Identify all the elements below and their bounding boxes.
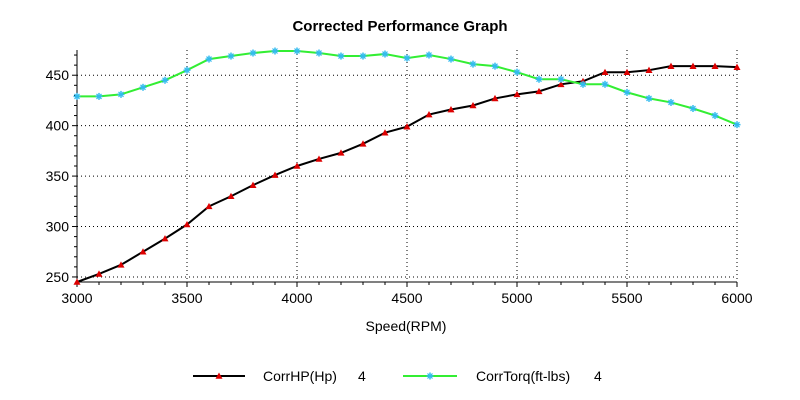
legend-run-number: 4 xyxy=(358,368,366,384)
series-corrtorq xyxy=(73,47,741,129)
chart-title: Corrected Performance Graph xyxy=(292,18,507,35)
x-tick-label: 5500 xyxy=(611,290,642,306)
legend-label: CorrHP(Hp) xyxy=(263,368,337,384)
data-point xyxy=(667,98,675,106)
legend-marker xyxy=(215,372,223,379)
x-tick-label: 3000 xyxy=(61,290,92,306)
data-point xyxy=(73,278,81,285)
data-point xyxy=(557,75,565,83)
data-point xyxy=(535,75,543,83)
x-tick-label: 6000 xyxy=(721,290,752,306)
x-tick-label: 3500 xyxy=(171,290,202,306)
data-point xyxy=(425,111,433,118)
data-point xyxy=(711,112,719,120)
data-point xyxy=(249,181,257,188)
data-point xyxy=(139,248,147,255)
y-axis-ticks: 250 300 350 400 450 xyxy=(46,54,77,285)
legend-marker xyxy=(426,372,434,380)
data-point xyxy=(161,235,169,242)
data-point xyxy=(601,80,609,88)
x-tick-label: 4500 xyxy=(391,290,422,306)
x-axis-ticks: 3000 3500 4000 4500 5000 5500 6000 xyxy=(61,282,753,306)
legend-run-number: 4 xyxy=(594,368,602,384)
data-point xyxy=(117,261,125,268)
data-point xyxy=(139,83,147,91)
x-axis-label: Speed(RPM) xyxy=(366,318,447,334)
legend-item: CorrTorq(ft-lbs) 4 xyxy=(403,368,602,384)
data-point xyxy=(623,68,631,75)
legend-label: CorrTorq(ft-lbs) xyxy=(476,368,570,384)
data-point xyxy=(359,140,367,147)
data-point xyxy=(161,76,169,84)
data-point xyxy=(557,80,565,88)
y-tick-label: 250 xyxy=(46,269,70,285)
data-point xyxy=(623,88,631,96)
data-point xyxy=(315,155,323,162)
data-point xyxy=(381,50,389,58)
data-point xyxy=(403,123,411,130)
data-point xyxy=(293,162,301,169)
data-point xyxy=(315,49,323,57)
data-point xyxy=(117,90,125,98)
data-point xyxy=(689,105,697,113)
series-corrhp xyxy=(73,62,741,285)
y-tick-label: 450 xyxy=(46,67,70,83)
data-point xyxy=(491,62,499,70)
data-point xyxy=(491,94,499,102)
data-point xyxy=(447,106,455,113)
y-tick-label: 300 xyxy=(46,219,70,235)
data-point xyxy=(271,171,279,178)
data-point xyxy=(469,60,477,68)
data-point xyxy=(227,52,235,60)
data-point xyxy=(183,66,191,74)
data-point xyxy=(733,121,741,129)
data-point xyxy=(403,54,411,62)
data-point xyxy=(205,202,213,210)
data-point xyxy=(601,68,609,75)
y-tick-label: 400 xyxy=(46,118,70,134)
data-point xyxy=(73,92,81,100)
data-point xyxy=(711,62,719,69)
data-point xyxy=(337,52,345,60)
data-point xyxy=(469,101,477,109)
x-tick-label: 5000 xyxy=(501,290,532,306)
data-point xyxy=(535,87,543,95)
data-point xyxy=(645,94,653,102)
data-point xyxy=(205,55,213,63)
data-point xyxy=(447,55,455,63)
data-point xyxy=(359,52,367,60)
y-tick-label: 350 xyxy=(46,168,70,184)
data-point xyxy=(249,49,257,57)
data-point xyxy=(95,92,103,100)
data-point xyxy=(579,80,587,88)
data-point xyxy=(183,221,191,228)
data-point xyxy=(513,90,521,98)
data-point xyxy=(381,129,389,136)
data-point xyxy=(95,270,103,277)
data-point xyxy=(645,66,653,73)
legend: CorrHP(Hp) 4 CorrTorq(ft-lbs) 4 xyxy=(193,368,602,384)
data-point xyxy=(271,47,279,55)
data-point xyxy=(425,51,433,59)
data-point xyxy=(689,62,697,69)
legend-item: CorrHP(Hp) 4 xyxy=(193,368,366,384)
grid xyxy=(77,50,738,282)
data-point xyxy=(667,62,675,69)
data-point xyxy=(293,47,301,55)
data-point xyxy=(733,63,741,70)
x-tick-label: 4000 xyxy=(281,290,312,306)
data-point xyxy=(513,68,521,76)
data-point xyxy=(337,149,345,156)
data-point xyxy=(227,192,235,200)
